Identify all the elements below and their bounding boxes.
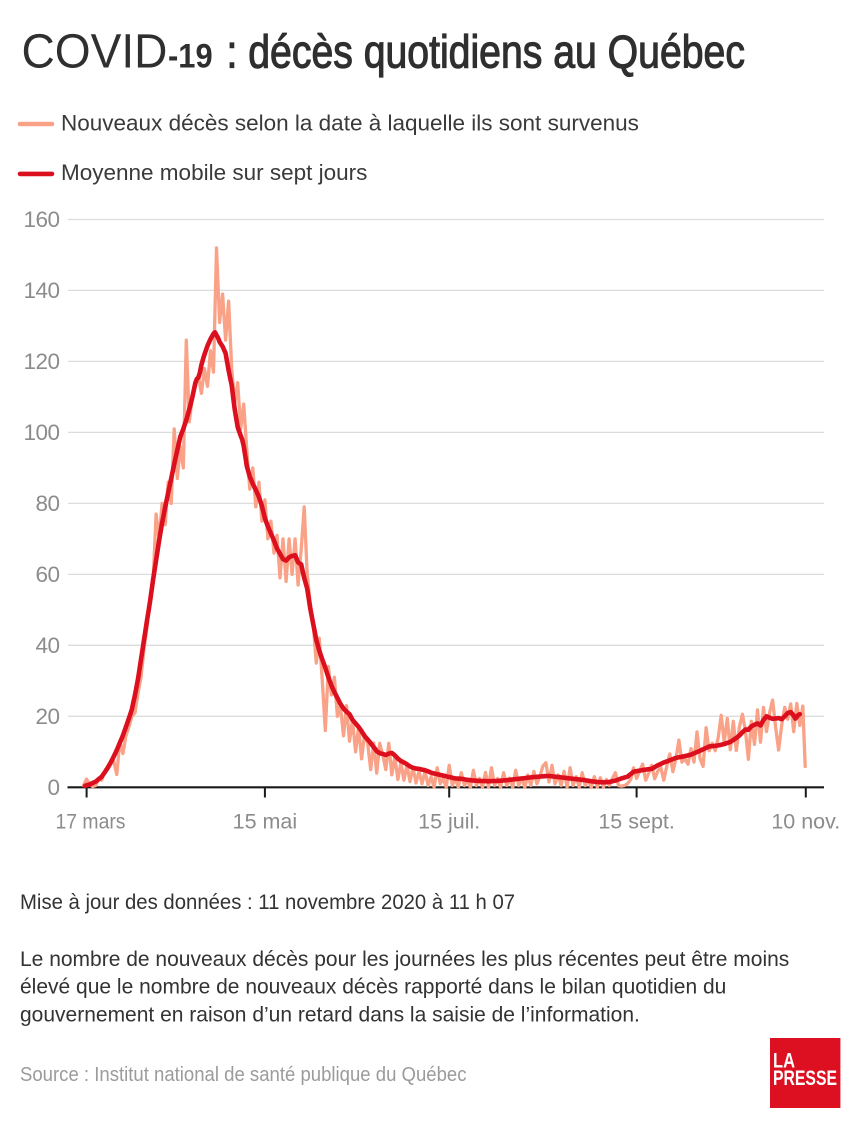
- svg-text:gouvernement en raison d’un re: gouvernement en raison d’un retard dans …: [20, 1003, 640, 1026]
- svg-text:PRESSE: PRESSE: [773, 1066, 837, 1090]
- svg-text:Nouveaux décès selon la date à: Nouveaux décès selon la date à laquelle …: [61, 111, 639, 136]
- svg-text:100: 100: [23, 420, 59, 445]
- svg-text:-19: -19: [168, 37, 213, 75]
- svg-text:10 nov.: 10 nov.: [771, 810, 840, 834]
- svg-text:17 mars: 17 mars: [56, 810, 126, 834]
- svg-text:COVID: COVID: [22, 24, 168, 78]
- svg-text:0: 0: [47, 775, 59, 800]
- svg-text:15 mai: 15 mai: [233, 810, 298, 834]
- svg-text:15 juil.: 15 juil.: [418, 810, 480, 834]
- svg-text:Mise à jour des données : 11 n: Mise à jour des données : 11 novembre 20…: [20, 891, 515, 914]
- svg-text:80: 80: [35, 491, 59, 516]
- svg-text:15 sept.: 15 sept.: [598, 810, 675, 834]
- svg-text:Le nombre de nouveaux décès po: Le nombre de nouveaux décès pour les jou…: [20, 948, 789, 971]
- svg-text:60: 60: [35, 562, 59, 587]
- svg-text:120: 120: [23, 349, 59, 374]
- svg-text:140: 140: [23, 278, 59, 303]
- svg-text:élevé que le nombre de nouveau: élevé que le nombre de nouveaux décès ra…: [20, 976, 726, 999]
- svg-text:: décès quotidiens au Québec: : décès quotidiens au Québec: [227, 27, 745, 79]
- svg-text:160: 160: [23, 207, 59, 232]
- svg-text:Moyenne mobile sur sept jours: Moyenne mobile sur sept jours: [61, 160, 367, 185]
- svg-text:Source : Institut national de: Source : Institut national de santé publ…: [20, 1064, 467, 1086]
- svg-text:40: 40: [35, 633, 59, 658]
- svg-text:LA: LA: [773, 1048, 795, 1072]
- svg-text:20: 20: [35, 704, 59, 729]
